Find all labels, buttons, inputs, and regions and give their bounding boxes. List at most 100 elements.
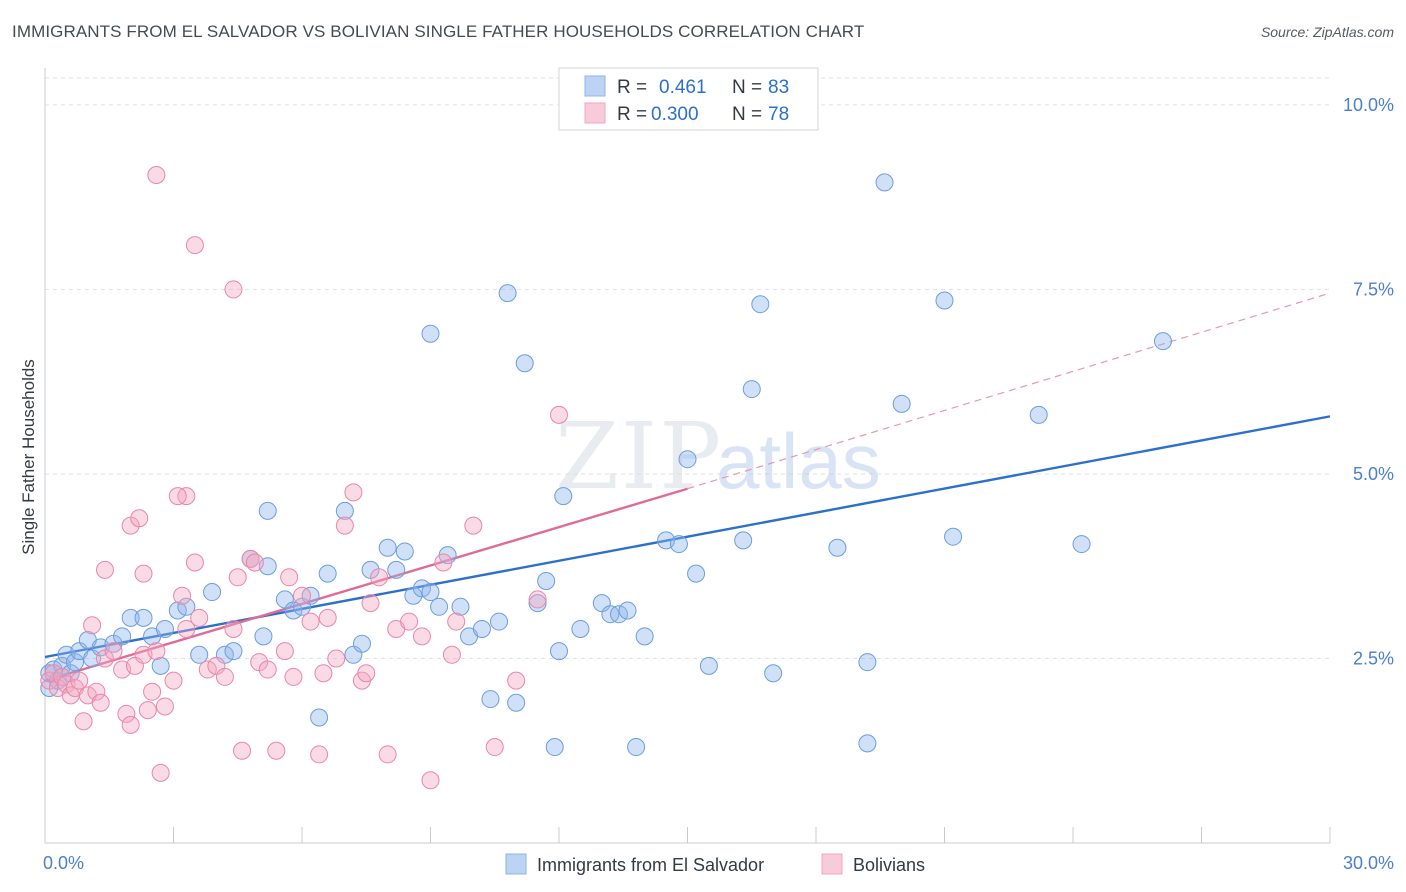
point-1-23 [155,697,174,716]
point-1-25 [173,586,192,605]
point-1-73 [168,487,187,506]
point-0-73 [734,531,753,550]
point-1-1 [44,664,63,683]
point-1-66 [185,236,204,255]
point-0-51 [481,690,500,709]
legend-n-label-1: N = [732,104,762,125]
point-0-15 [134,608,153,627]
point-1-31 [215,667,234,686]
point-0-24 [224,642,243,661]
point-0-67 [635,627,654,646]
point-1-51 [370,568,389,587]
legend-swatch-el-salvador [584,75,606,97]
point-0-59 [550,642,568,661]
point-1-70 [134,564,153,583]
point-1-77 [151,763,170,782]
point-0-18 [155,619,174,638]
point-1-44 [310,745,329,764]
point-1-76 [357,664,376,683]
series-1 [40,166,568,790]
legend-swatch-bolivians [584,102,606,124]
point-1-7 [70,671,89,690]
point-0-69 [669,535,688,554]
point-1-42 [293,586,311,605]
point-0-46 [430,597,449,616]
point-1-74 [245,553,264,572]
x-tick-label-1: 30.0% [1343,853,1394,873]
legend-r-label-1: R = [617,104,647,125]
point-0-56 [528,594,547,613]
point-0-77 [828,538,847,557]
point-1-38 [267,741,286,760]
point-1-64 [550,405,568,424]
point-0-64 [609,605,628,624]
legend-n-label-0: N = [732,77,762,98]
point-0-35 [335,501,354,520]
tick-labels: 2.5% 5.0% 7.5% 10.0% 0.0% 30.0% [43,95,1394,873]
point-0-28 [258,501,277,520]
point-1-14 [104,642,123,661]
watermark-zip: ZIP [555,403,723,510]
point-0-61 [571,619,590,638]
legend-r-value-0: 0.461 [659,77,707,98]
point-0-79 [858,734,877,753]
point-0-70 [678,450,697,469]
point-0-37 [352,634,371,653]
point-1-29 [198,660,217,679]
point-0-45 [421,324,440,343]
point-1-55 [412,627,431,646]
point-1-50 [361,594,380,613]
point-1-26 [177,619,196,638]
point-1-41 [284,667,303,686]
point-0-50 [472,619,491,638]
point-1-20 [138,701,157,720]
y-tick-label-2: 7.5% [1353,279,1394,299]
point-1-57 [434,553,453,572]
point-0-65 [618,601,637,620]
point-0-80 [875,173,894,192]
data-points [40,166,1172,790]
point-1-45 [318,608,337,627]
point-0-33 [310,708,329,727]
point-1-27 [185,553,204,572]
point-0-66 [627,738,646,757]
point-1-48 [344,483,363,502]
point-0-7 [65,653,84,672]
legend-r-value-1: 0.300 [651,104,699,125]
point-0-19 [168,601,187,620]
point-1-60 [464,516,483,535]
point-1-46 [327,649,346,668]
point-0-54 [507,693,526,712]
point-1-17 [121,715,140,734]
point-1-34 [233,741,252,760]
chart-title: IMMIGRANTS FROM EL SALVADOR VS BOLIVIAN … [12,22,865,41]
trend-extension-1 [687,292,1331,490]
point-1-65 [147,166,166,185]
trend-line-1 [44,487,688,682]
point-0-14 [121,608,140,627]
point-1-28 [190,608,209,627]
y-tick-label-1: 5.0% [1353,464,1394,484]
bottom-legend: Immigrants from El Salvador Bolivians [505,853,925,875]
point-1-52 [378,745,397,764]
point-1-58 [442,645,461,664]
point-1-54 [400,612,419,631]
point-1-56 [421,771,440,790]
point-1-32 [224,619,243,638]
point-1-8 [74,712,93,731]
legend-n-value-0: 83 [768,77,789,98]
top-legend: R = 0.461 N = 83 R = 0.300 N = 78 [558,67,819,131]
point-0-57 [537,571,556,590]
point-1-37 [258,660,277,679]
point-0-44 [421,583,440,602]
point-0-55 [515,354,534,373]
point-1-43 [301,612,320,631]
point-1-47 [335,516,354,535]
point-1-61 [485,738,504,757]
point-1-75 [314,664,333,683]
axes [44,68,1331,844]
point-1-11 [87,682,106,701]
point-0-22 [203,583,222,602]
point-0-58 [545,738,564,757]
